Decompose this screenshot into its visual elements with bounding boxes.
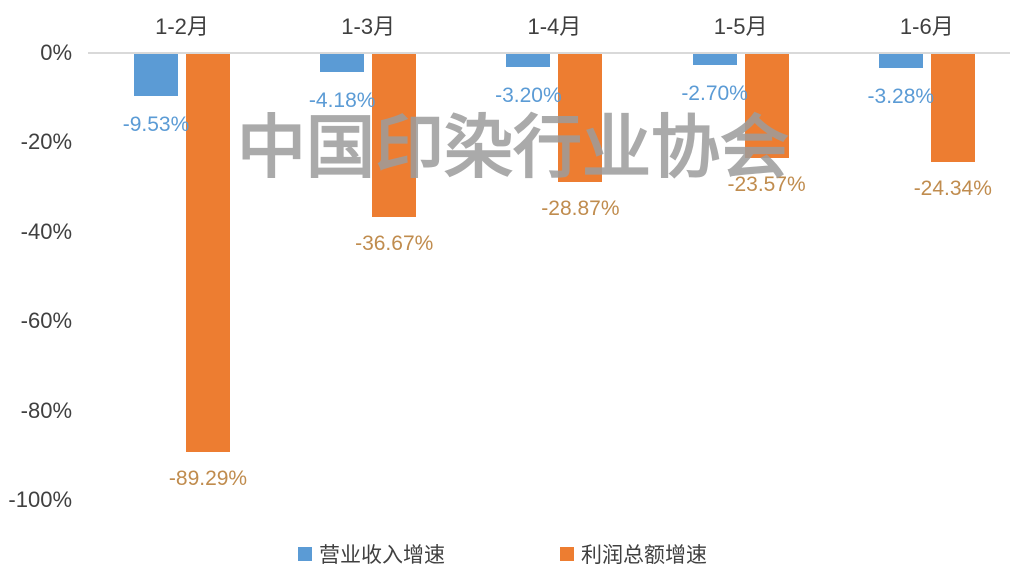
y-axis-tick-label: -60%	[20, 308, 72, 334]
legend-label-profit-growth: 利润总额增速	[581, 544, 707, 567]
bar-revenue-growth	[692, 53, 737, 66]
bar-revenue-growth	[878, 53, 923, 68]
category-label: 1-2月	[155, 14, 209, 39]
y-axis-tick-label: -100%	[8, 487, 72, 512]
bar-revenue-growth	[506, 53, 551, 68]
data-label-profit-growth: -89.29%	[168, 467, 248, 491]
legend-label-revenue-growth: 营业收入增速	[319, 544, 445, 567]
bar-revenue-growth	[134, 53, 178, 96]
bar-profit-growth	[186, 53, 230, 453]
data-label-profit-growth: -24.34%	[913, 176, 992, 200]
y-axis-tick-label: -40%	[20, 218, 72, 244]
y-axis-tick-label: -80%	[20, 397, 72, 423]
category-label: 1-6月	[899, 14, 954, 39]
data-label-revenue-growth: -2.70%	[681, 82, 748, 106]
data-label-revenue-growth: -4.18%	[308, 88, 376, 112]
legend-swatch-blue-icon	[298, 547, 312, 561]
category-label: 1-3月	[341, 14, 396, 39]
data-label-profit-growth: -36.67%	[355, 231, 434, 255]
legend: 营业收入增速 利润总额增速	[298, 539, 707, 569]
y-axis-tick-label: -20%	[20, 129, 72, 155]
data-label-profit-growth: -23.57%	[727, 173, 806, 197]
legend-item-profit-growth: 利润总额增速	[560, 539, 707, 569]
category-label: 1-4月	[527, 14, 582, 39]
zero-baseline	[88, 52, 1010, 54]
bar-profit-growth	[930, 53, 975, 162]
data-label-revenue-growth: -3.28%	[867, 84, 935, 108]
bar-profit-growth	[372, 53, 417, 217]
bar-revenue-growth	[320, 53, 365, 72]
data-label-revenue-growth: -3.20%	[495, 84, 562, 108]
legend-item-revenue-growth: 营业收入增速	[298, 539, 445, 569]
y-axis-tick-label: 0%	[40, 40, 72, 65]
data-label-profit-growth: -28.87%	[541, 197, 620, 221]
bar-profit-growth	[558, 53, 603, 183]
data-label-revenue-growth: -9.53%	[122, 112, 190, 136]
category-label: 1-5月	[713, 14, 768, 39]
legend-swatch-orange-icon	[560, 547, 574, 561]
bar-profit-growth	[744, 53, 789, 159]
